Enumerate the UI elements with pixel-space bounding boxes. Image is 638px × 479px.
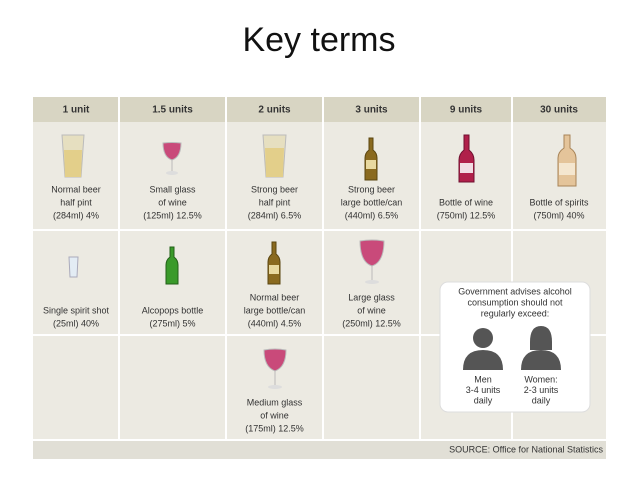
source-band bbox=[33, 440, 606, 459]
bottle-label bbox=[559, 163, 575, 175]
cell-text: (750ml) 12.5% bbox=[437, 210, 496, 220]
bottle-label bbox=[366, 160, 376, 169]
men-limit: Men bbox=[474, 374, 492, 384]
wine-glass-icon bbox=[263, 348, 287, 372]
cell-text: (25ml) 40% bbox=[53, 318, 99, 328]
title: Key terms bbox=[242, 21, 395, 59]
man-body bbox=[463, 350, 503, 370]
beer-fill bbox=[265, 148, 284, 177]
cell-text: Alcopops bottle bbox=[142, 305, 204, 315]
bottle-label bbox=[460, 163, 473, 173]
callout-heading: regularly exceed: bbox=[481, 308, 550, 318]
men-limit: daily bbox=[474, 395, 493, 405]
callout-box bbox=[439, 281, 591, 413]
men-limit: 3-4 units bbox=[466, 385, 501, 395]
callout-heading: consumption should not bbox=[467, 297, 563, 307]
cell-text: (275ml) 5% bbox=[149, 318, 195, 328]
cell-text: Small glass bbox=[149, 184, 196, 194]
cell-text: Strong beer bbox=[251, 184, 298, 194]
cell-text: large bottle/can bbox=[244, 305, 306, 315]
beer-bottle-icon bbox=[364, 137, 378, 181]
cell-text: Bottle of spirits bbox=[529, 197, 589, 207]
column-header: 2 units bbox=[258, 105, 291, 116]
drink-icons bbox=[61, 134, 577, 389]
cell-text: of wine bbox=[357, 305, 386, 315]
cell-text: (125ml) 12.5% bbox=[143, 210, 202, 220]
cell-text: (440ml) 6.5% bbox=[345, 210, 399, 220]
wine-glass-icon bbox=[162, 142, 182, 161]
column-header: 30 units bbox=[540, 105, 578, 116]
column-header: 3 units bbox=[355, 105, 388, 116]
cell-text: Bottle of wine bbox=[439, 197, 493, 207]
cell-text: Normal beer bbox=[250, 292, 300, 302]
callout-heading: Government advises alcohol bbox=[458, 286, 572, 296]
cell-text: of wine bbox=[260, 410, 289, 420]
women-limit: 2-3 units bbox=[524, 385, 559, 395]
alcopop-bottle-icon bbox=[165, 246, 179, 285]
bottle-label bbox=[269, 265, 279, 274]
cell-text: (175ml) 12.5% bbox=[245, 423, 304, 433]
shot-glass-icon bbox=[68, 256, 79, 278]
column-header: 9 units bbox=[450, 105, 483, 116]
cell-text: Large glass bbox=[348, 292, 395, 302]
source: SOURCE: Office for National Statistics bbox=[449, 444, 603, 454]
women-limit: Women: bbox=[524, 374, 557, 384]
cell-text: (284ml) 6.5% bbox=[248, 210, 302, 220]
cell-text: Strong beer bbox=[348, 184, 395, 194]
cell-text: half pint bbox=[259, 197, 291, 207]
beer-fill bbox=[64, 150, 82, 177]
cell-text: half pint bbox=[60, 197, 92, 207]
cell-text: (284ml) 4% bbox=[53, 210, 99, 220]
cell-text: (250ml) 12.5% bbox=[342, 318, 401, 328]
woman-silhouette bbox=[530, 326, 552, 350]
header-band bbox=[33, 97, 606, 122]
cell-text: (750ml) 40% bbox=[533, 210, 584, 220]
cell-text: Single spirit shot bbox=[43, 305, 110, 315]
wine-base bbox=[268, 385, 282, 389]
woman-body bbox=[521, 350, 561, 370]
cell-text: of wine bbox=[158, 197, 187, 207]
wine-glass-icon bbox=[359, 239, 385, 267]
man-silhouette bbox=[473, 328, 493, 348]
column-header: 1 unit bbox=[63, 105, 90, 116]
wine-base bbox=[166, 171, 178, 175]
column-header: 1.5 units bbox=[152, 105, 193, 116]
cell-text: large bottle/can bbox=[341, 197, 403, 207]
row-band bbox=[33, 122, 606, 230]
wine-base bbox=[365, 280, 379, 284]
cell-text: Normal beer bbox=[51, 184, 101, 194]
cell-text: (440ml) 4.5% bbox=[248, 318, 302, 328]
women-limit: daily bbox=[532, 395, 551, 405]
cell-text: Medium glass bbox=[247, 397, 303, 407]
